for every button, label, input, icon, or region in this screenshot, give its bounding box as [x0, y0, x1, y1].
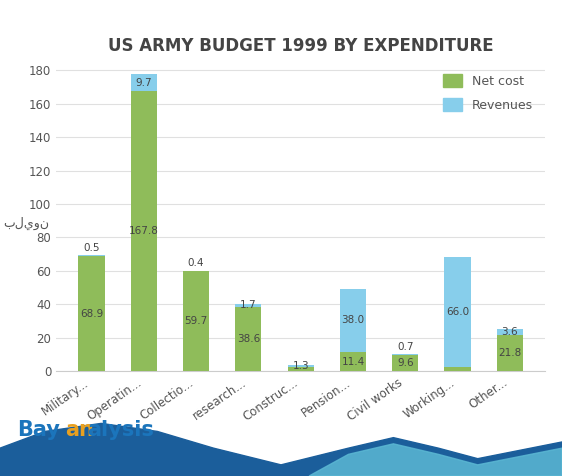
Text: 66.0: 66.0: [446, 307, 469, 317]
Text: 0.5: 0.5: [83, 243, 99, 253]
Text: an: an: [65, 419, 93, 440]
Bar: [183, 271, 209, 371]
Text: 9.7: 9.7: [135, 78, 152, 88]
Y-axis label: بليون: بليون: [3, 217, 49, 230]
Bar: [497, 329, 523, 335]
Text: 21.8: 21.8: [498, 348, 522, 358]
Bar: [392, 355, 418, 371]
Text: 38.6: 38.6: [237, 334, 260, 344]
Bar: [340, 288, 366, 352]
Text: 11.4: 11.4: [341, 357, 365, 367]
Text: 68.9: 68.9: [80, 308, 103, 318]
Legend: Net cost, Revenues: Net cost, Revenues: [437, 68, 539, 118]
Polygon shape: [0, 424, 562, 476]
Text: 59.7: 59.7: [184, 317, 208, 327]
Bar: [288, 365, 314, 367]
Text: 1.7: 1.7: [240, 300, 257, 310]
Text: 1.3: 1.3: [292, 361, 309, 371]
Bar: [235, 307, 261, 371]
Bar: [288, 367, 314, 371]
Text: Bay: Bay: [17, 419, 60, 440]
Text: 167.8: 167.8: [129, 226, 158, 236]
Bar: [79, 256, 105, 371]
Bar: [131, 90, 157, 371]
Text: 0.7: 0.7: [397, 342, 414, 352]
Bar: [392, 354, 418, 355]
Text: 0.4: 0.4: [188, 258, 205, 268]
Text: 9.6: 9.6: [397, 358, 414, 368]
Text: alysis: alysis: [87, 419, 154, 440]
Bar: [445, 257, 470, 367]
Polygon shape: [309, 444, 562, 476]
Bar: [131, 74, 157, 90]
Bar: [340, 352, 366, 371]
Text: 3.6: 3.6: [501, 327, 518, 337]
Bar: [497, 335, 523, 371]
Title: US ARMY BUDGET 1999 BY EXPENDITURE: US ARMY BUDGET 1999 BY EXPENDITURE: [108, 37, 493, 55]
Text: 38.0: 38.0: [341, 316, 365, 326]
Bar: [79, 255, 105, 256]
Bar: [235, 304, 261, 307]
Bar: [445, 367, 470, 371]
